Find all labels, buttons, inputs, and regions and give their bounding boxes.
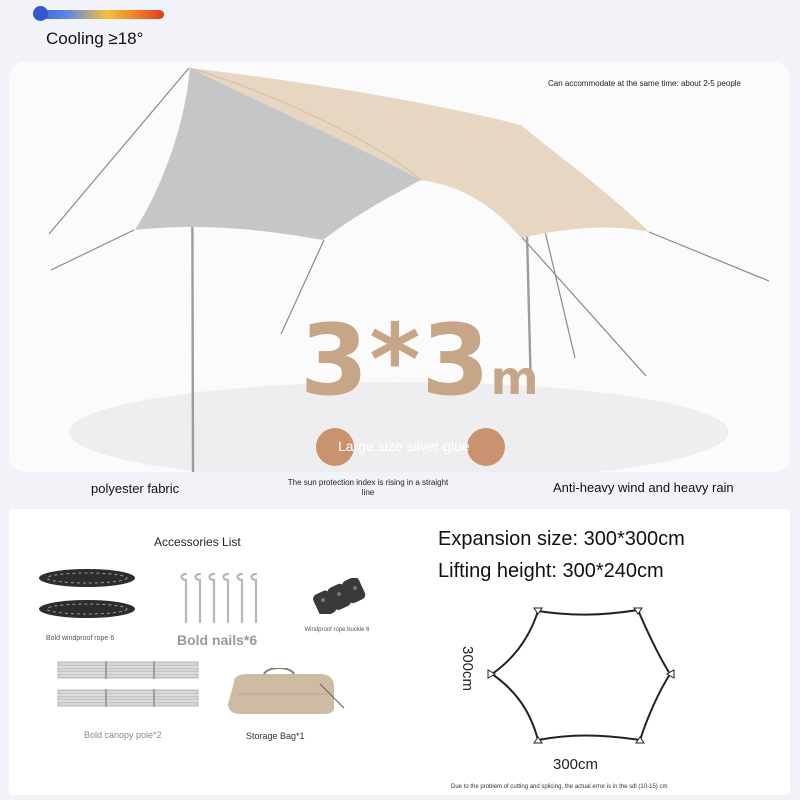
rope-buckle-icon bbox=[313, 578, 366, 614]
tent-stake-icon bbox=[180, 572, 258, 624]
hero-image-card bbox=[9, 62, 790, 472]
canopy-grey-panel bbox=[135, 68, 421, 240]
height-dimension-label: 300cm bbox=[459, 646, 476, 692]
size-number: 3*3 bbox=[300, 304, 491, 418]
canopy-pole-icon bbox=[57, 661, 199, 707]
bag-label: Storage Bag*1 bbox=[246, 731, 305, 741]
wind-rain-feature: Anti-heavy wind and heavy rain bbox=[553, 480, 734, 495]
capacity-note: Can accommodate at the same time: about … bbox=[548, 79, 741, 88]
details-panel bbox=[9, 509, 790, 795]
accent-dot-right bbox=[467, 428, 505, 466]
canopy-beige-panel bbox=[190, 68, 649, 238]
thermometer-icon bbox=[33, 6, 48, 21]
coating-label: Large size silver glue bbox=[338, 438, 470, 454]
pole-label: Bold canopy pole*2 bbox=[84, 730, 162, 740]
cooling-label: Cooling ≥18° bbox=[46, 29, 144, 48]
size-headline: 3*3m bbox=[300, 304, 540, 418]
rope-label: Bold windproof rope 6 bbox=[46, 635, 115, 642]
cooling-gradient-bar bbox=[36, 10, 164, 19]
accessories-title: Accessories List bbox=[154, 535, 241, 549]
rope-coil-icon bbox=[39, 569, 135, 618]
buckle-label: Windproof rope buckle 6 bbox=[304, 627, 370, 633]
expansion-size: Expansion size: 300*300cm bbox=[438, 528, 685, 550]
canopy-footprint-diagram bbox=[487, 607, 675, 744]
lifting-height: Lifting height: 300*240cm bbox=[438, 560, 664, 582]
accent-dot-left bbox=[316, 428, 354, 466]
size-unit: m bbox=[490, 351, 540, 405]
nails-label: Bold nails*6 bbox=[177, 632, 258, 648]
tolerance-footnote: Due to the problem of cutting and splici… bbox=[451, 784, 668, 790]
fabric-feature: polyester fabric bbox=[91, 481, 180, 496]
sun-protection-feature: The sun protection index is rising in a … bbox=[287, 478, 449, 498]
storage-bag-icon bbox=[228, 668, 345, 714]
canopy-illustration bbox=[48, 67, 770, 472]
width-dimension-label: 300cm bbox=[553, 756, 599, 773]
